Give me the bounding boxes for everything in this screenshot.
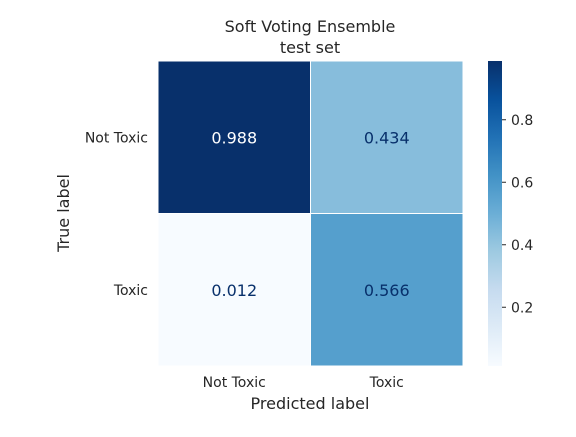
y-axis-label: True label	[54, 174, 73, 253]
colorbar	[488, 61, 502, 366]
colorbar-tick-label: 0.2	[511, 300, 533, 316]
x-tick-label: Not Toxic	[203, 375, 266, 391]
heatmap-cell	[157, 213, 311, 367]
cell-value-label: 0.566	[364, 281, 410, 300]
cell-value-label: 0.012	[211, 281, 257, 300]
colorbar-tick-label: 0.6	[511, 175, 533, 191]
heatmap-cell	[310, 213, 464, 367]
y-tick-label: Toxic	[113, 283, 148, 299]
heatmap-cell	[157, 60, 311, 214]
cell-value-label: 0.988	[211, 128, 257, 147]
heatmap-cell	[310, 60, 464, 214]
y-tick-label: Not Toxic	[85, 130, 148, 146]
colorbar-ticks: 0.2 0.4 0.6 0.8	[502, 113, 533, 316]
cell-value-label: 0.434	[364, 128, 410, 147]
chart-subtitle: test set	[280, 38, 340, 57]
x-axis-label: Predicted label	[251, 394, 370, 413]
colorbar-tick-label: 0.8	[511, 113, 533, 129]
x-tick-labels: Not Toxic Toxic	[203, 375, 404, 391]
chart-title: Soft Voting Ensemble	[225, 17, 396, 36]
x-tick-label: Toxic	[369, 375, 404, 391]
colorbar-tick-label: 0.4	[511, 238, 533, 254]
heatmap-cells	[157, 60, 464, 367]
y-tick-labels: Not Toxic Toxic	[85, 130, 148, 299]
heatmap-cell-labels: 0.988 0.434 0.012 0.566	[211, 128, 409, 300]
